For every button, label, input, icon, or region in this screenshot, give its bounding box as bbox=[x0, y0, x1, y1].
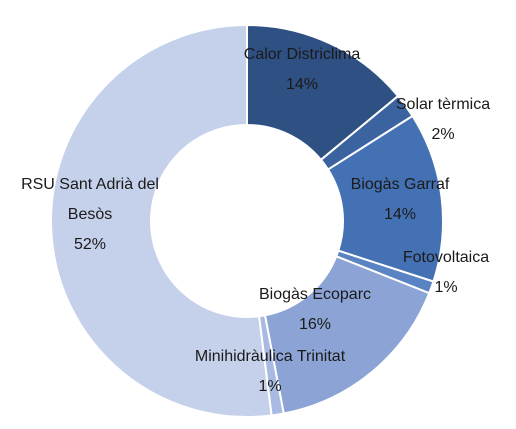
value-label: 14% bbox=[383, 206, 417, 223]
category-label: Calor Districlima bbox=[243, 46, 361, 63]
value-label: 2% bbox=[431, 126, 455, 143]
slice-label: Biogàs Garraf 14% bbox=[325, 170, 475, 230]
slice-label: Biogàs Ecoparc 16% bbox=[230, 280, 400, 340]
value-label: 1% bbox=[258, 378, 282, 395]
slice-label: Calor Districlima 14% bbox=[202, 40, 402, 100]
category-label: Biogàs Ecoparc bbox=[258, 286, 372, 303]
category-label: Fotovoltaica bbox=[402, 249, 490, 266]
category-label: Minihidràulica Trinitat bbox=[194, 348, 346, 365]
slice-label: Solar tèrmica 2% bbox=[363, 90, 516, 150]
value-label: 52% bbox=[73, 236, 107, 253]
slice-label: RSU Sant Adrià del Besòs 52% bbox=[15, 170, 165, 260]
donut-slice bbox=[263, 255, 431, 415]
donut-slice bbox=[50, 23, 273, 418]
category-label: RSU Sant Adrià del Besòs bbox=[21, 176, 159, 223]
category-label: Biogàs Garraf bbox=[350, 176, 450, 193]
slice-label: Minihidràulica Trinitat 1% bbox=[190, 342, 350, 402]
value-label: 16% bbox=[298, 316, 332, 333]
slice-label: Fotovoltaica 1% bbox=[371, 243, 516, 303]
value-label: 14% bbox=[285, 76, 319, 93]
value-label: 1% bbox=[434, 279, 458, 296]
category-label: Solar tèrmica bbox=[395, 96, 491, 113]
